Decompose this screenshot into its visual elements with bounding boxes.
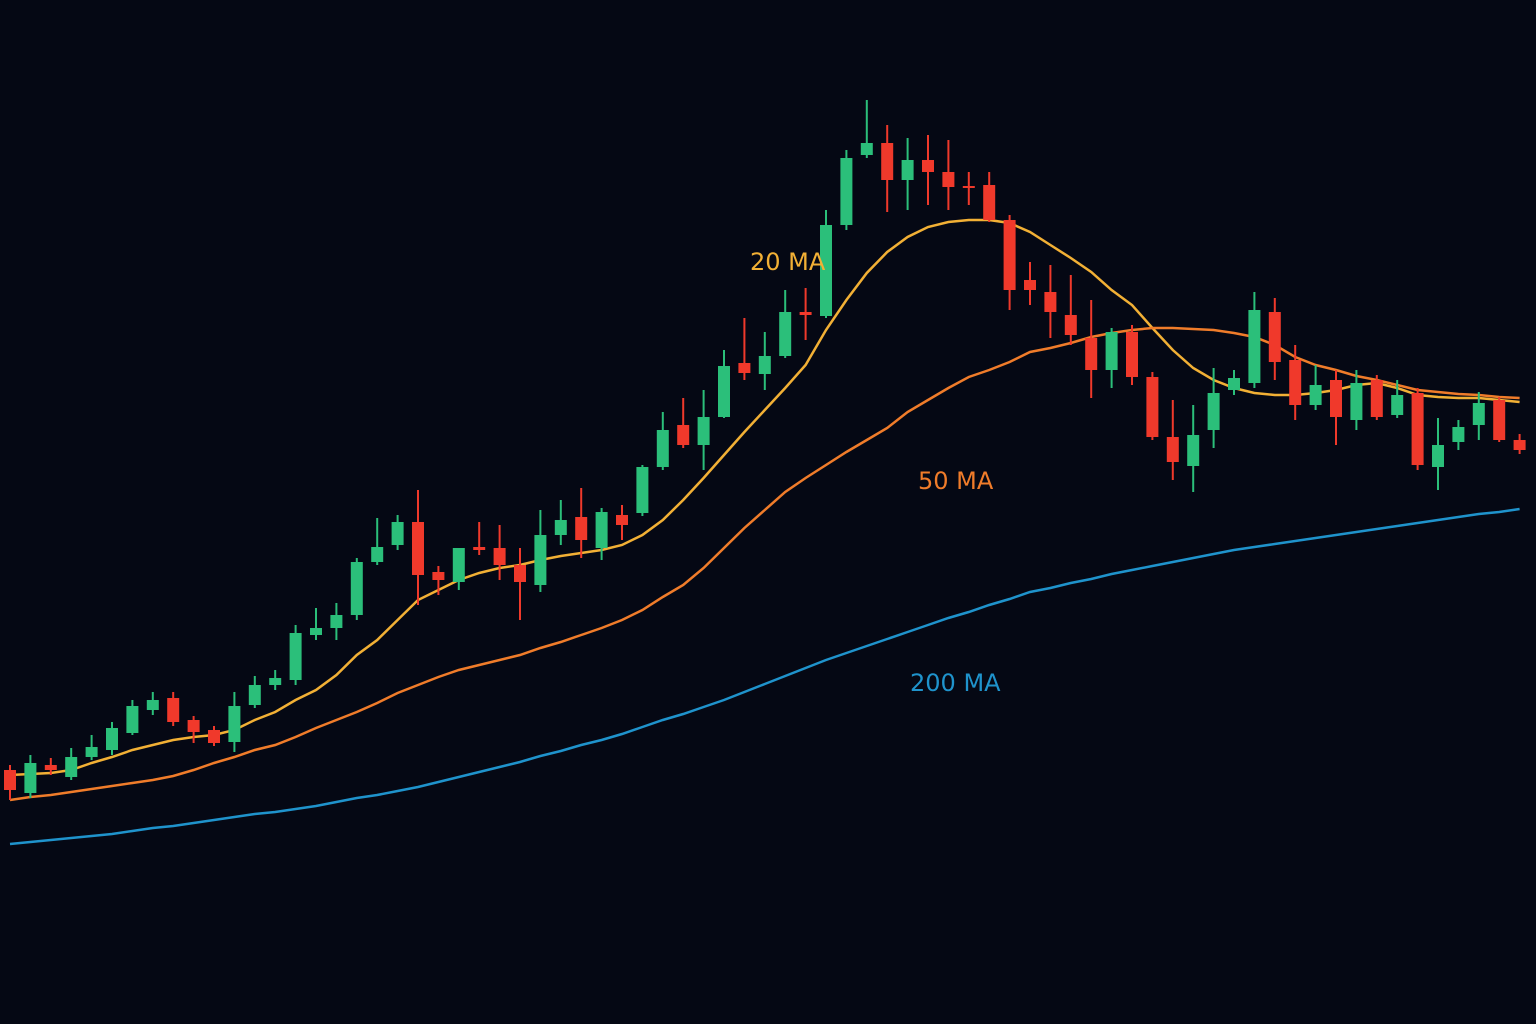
candle-body xyxy=(738,363,751,373)
candle-body xyxy=(350,562,363,615)
candle-body xyxy=(1064,315,1077,335)
candle-body xyxy=(1330,380,1342,417)
candle-body xyxy=(1432,445,1444,467)
candle-body xyxy=(126,706,139,733)
candle-body xyxy=(881,143,894,180)
candle-body xyxy=(1207,393,1220,430)
candle-body xyxy=(718,366,730,417)
candle-body xyxy=(1513,440,1526,450)
candle-body xyxy=(1228,378,1240,390)
candle-body xyxy=(432,572,445,580)
candle-body xyxy=(1003,220,1016,290)
candle-body xyxy=(1350,383,1363,420)
moving-average-line xyxy=(9,507,1520,846)
candle-body xyxy=(310,628,322,635)
candle-body xyxy=(1024,280,1036,290)
candle-body xyxy=(228,706,241,742)
candle-body xyxy=(412,522,424,575)
candle-body xyxy=(1411,393,1424,465)
candle-body xyxy=(391,522,404,545)
candle-body xyxy=(167,698,180,722)
candle-body xyxy=(269,678,282,685)
candle-body xyxy=(860,143,873,155)
candle-body xyxy=(1370,380,1383,417)
candle-body xyxy=(1452,427,1465,442)
candle-body xyxy=(146,700,159,710)
candle-body xyxy=(473,547,486,550)
candle-body xyxy=(799,312,812,315)
candle-body xyxy=(452,548,465,582)
candle-body xyxy=(248,685,261,705)
series-label: 50 MA xyxy=(918,467,994,495)
candle-body xyxy=(575,517,588,540)
candle-body xyxy=(840,158,853,225)
candle-body xyxy=(514,565,526,582)
candle-body xyxy=(534,535,547,585)
candle-body xyxy=(1187,435,1200,466)
series-label: 200 MA xyxy=(910,669,1001,697)
candle-body xyxy=(901,160,914,180)
candle-body xyxy=(4,770,16,790)
candle-body xyxy=(44,765,57,770)
candle-body xyxy=(820,225,832,316)
series-label: 20 MA xyxy=(750,248,826,276)
candle-body xyxy=(106,728,118,750)
candle-body xyxy=(371,547,384,562)
candle-body xyxy=(697,417,710,445)
candle-body xyxy=(962,186,975,188)
candle-body xyxy=(1493,400,1506,440)
candle-body xyxy=(636,467,649,513)
candle-body xyxy=(208,730,220,743)
candle-body xyxy=(1166,437,1179,462)
candle-body xyxy=(1146,377,1159,437)
candle-body xyxy=(24,763,37,793)
candle-body xyxy=(656,430,669,467)
candle-body xyxy=(1105,332,1118,370)
candle-body xyxy=(983,185,996,220)
candle-body xyxy=(922,160,934,172)
candle-body xyxy=(942,172,955,187)
candle-body xyxy=(289,633,302,680)
candle-body xyxy=(677,425,690,445)
candle-body xyxy=(187,720,200,732)
candle-body xyxy=(1391,395,1404,415)
candle-body xyxy=(65,757,78,777)
candle-body xyxy=(1126,332,1138,377)
candle-body xyxy=(554,520,567,535)
candle-body xyxy=(758,356,771,374)
candle-body xyxy=(1309,385,1322,405)
candle-body xyxy=(1248,310,1261,383)
candle-body xyxy=(1289,360,1302,405)
candle-body xyxy=(616,515,628,525)
candle-body xyxy=(1268,312,1281,362)
candle-body xyxy=(1085,338,1098,370)
candle-body xyxy=(1472,403,1485,425)
candle-body xyxy=(330,615,343,628)
candle-body xyxy=(595,512,608,548)
candle-body xyxy=(779,312,792,356)
candle-body xyxy=(1044,292,1057,312)
moving-average-line xyxy=(9,218,1520,777)
candle-body xyxy=(85,747,98,757)
candle-body xyxy=(493,548,506,565)
moving-average-line xyxy=(9,326,1520,802)
